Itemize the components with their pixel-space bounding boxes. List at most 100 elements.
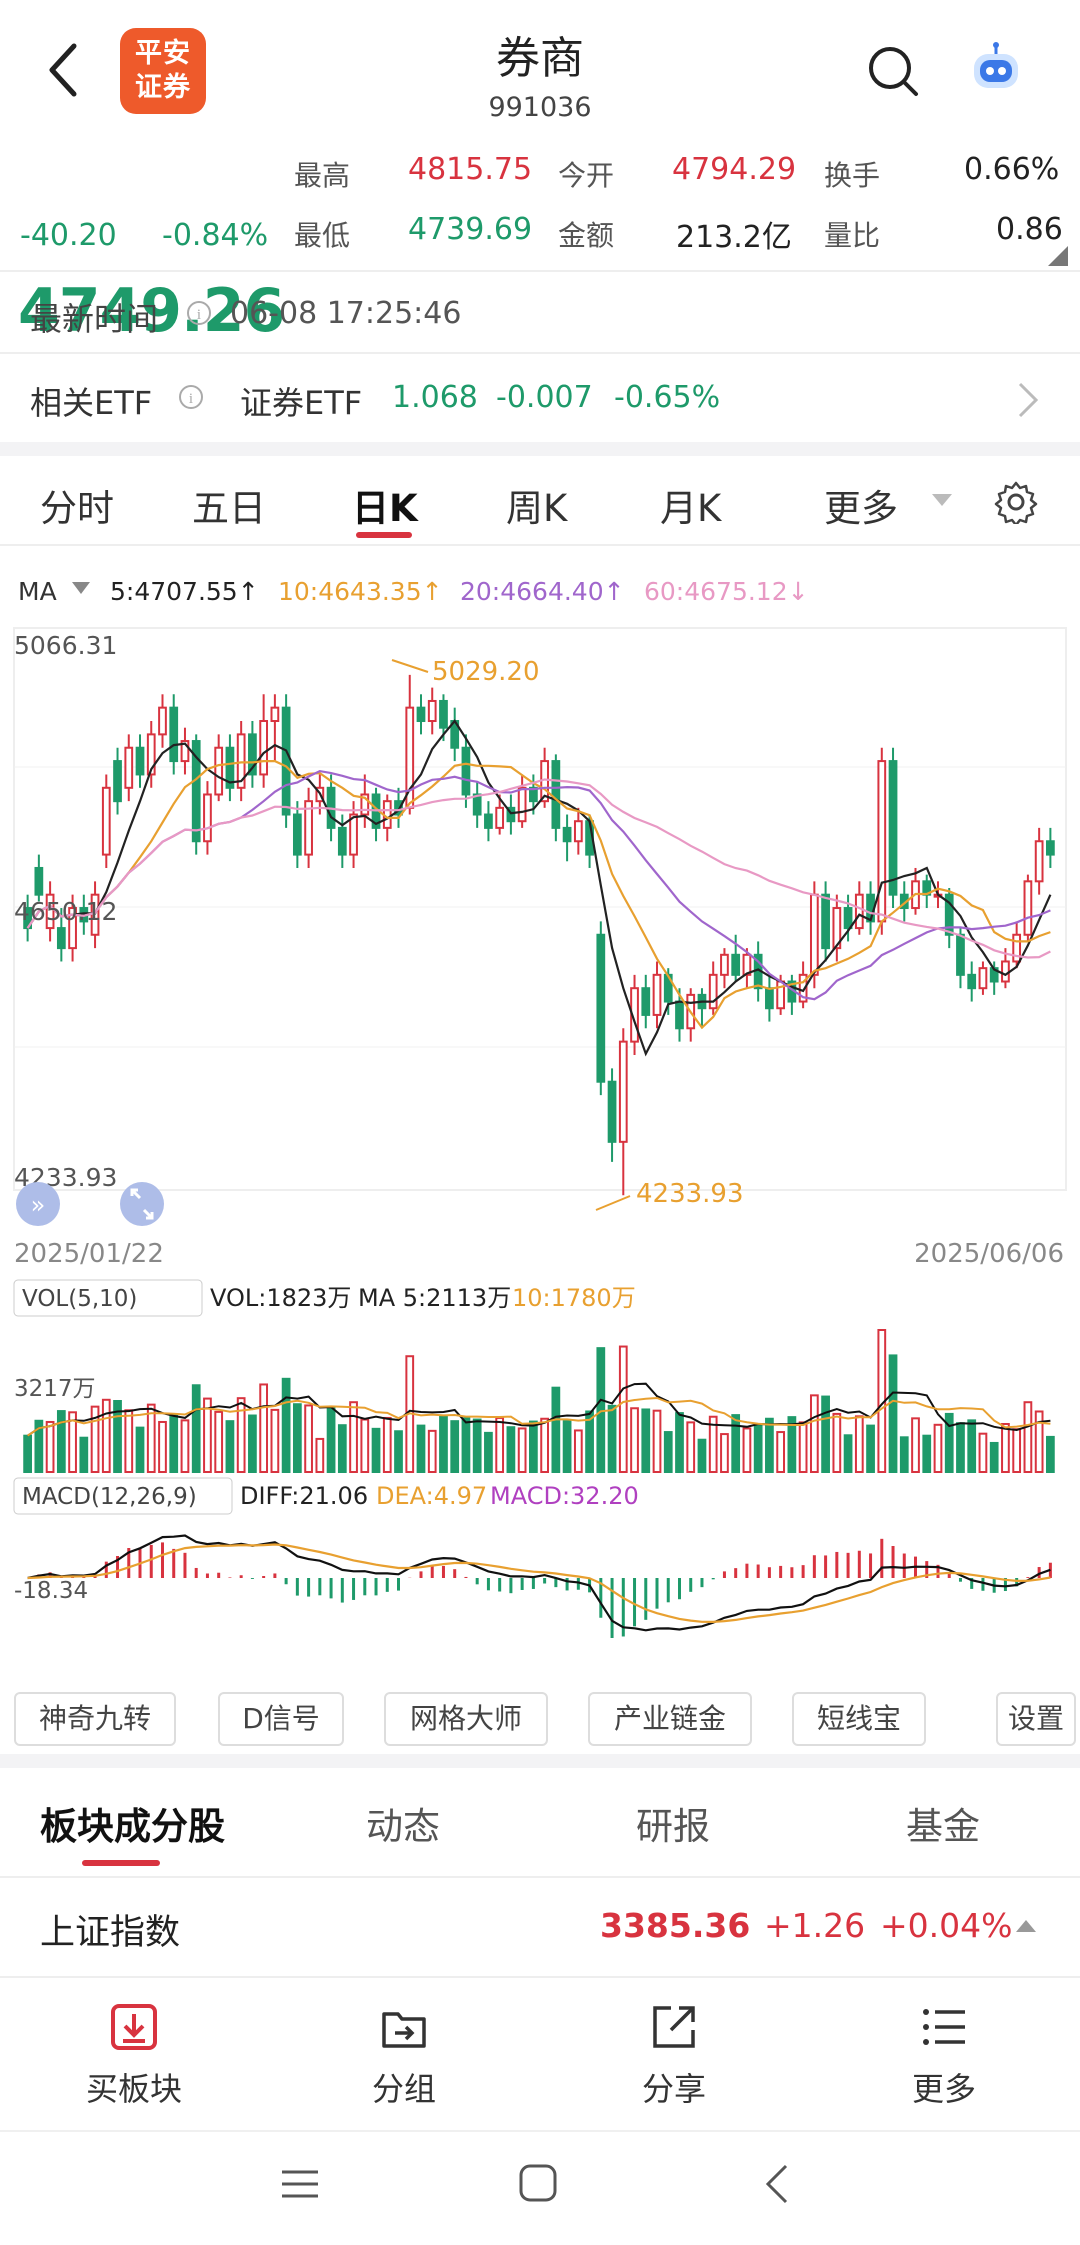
last-price: 4749.26 xyxy=(18,276,285,346)
candle-body xyxy=(225,746,235,789)
volume-bar xyxy=(742,1427,752,1473)
vol-indicator-selector[interactable] xyxy=(13,1279,203,1317)
robot-assistant-icon[interactable] xyxy=(966,40,1026,100)
candle-body xyxy=(1023,880,1033,936)
back-nav-icon[interactable] xyxy=(762,2162,792,2206)
sub-tabs: 板块成分股 动态 研报 基金 xyxy=(0,1768,1080,1878)
candle-body xyxy=(731,953,741,976)
volume-bar xyxy=(416,1424,426,1473)
candle-body xyxy=(708,973,718,1010)
tool-short-term[interactable]: 短线宝 xyxy=(792,1692,926,1746)
low-value: 4739.69 xyxy=(408,212,533,247)
group-label: 分组 xyxy=(371,2070,436,2108)
candle-body xyxy=(270,706,280,723)
candle-body xyxy=(1046,840,1055,856)
subtab-research[interactable]: 研报 xyxy=(636,1805,710,1848)
broker-logo: 平安 证券 xyxy=(120,28,206,114)
volume-bar xyxy=(180,1419,190,1474)
macd-value: MACD:32.20 xyxy=(490,1482,639,1510)
volume-bar xyxy=(517,1427,527,1473)
tab-more[interactable]: 更多 xyxy=(824,487,898,530)
tool-grid-master[interactable]: 网格大师 xyxy=(384,1692,548,1746)
volume-bar xyxy=(776,1431,786,1473)
vol-value: VOL:1823万 xyxy=(210,1284,351,1312)
scroll-left-button[interactable] xyxy=(16,1182,60,1226)
volume-bar xyxy=(854,1415,864,1474)
index-change-pct: +0.04% xyxy=(880,1906,1013,1945)
volume-bar xyxy=(191,1384,201,1474)
index-ticker-row[interactable]: 上证指数 3385.36 +1.26 +0.04% xyxy=(0,1880,1080,1978)
group-button[interactable]: 分组 xyxy=(334,1980,474,2110)
subtab-funds[interactable]: 基金 xyxy=(906,1805,980,1848)
share-button[interactable]: 分享 xyxy=(604,1980,744,2110)
price-change-pct: -0.84% xyxy=(162,218,269,253)
min-price-marker: 4233.93 xyxy=(636,1179,744,1209)
recent-apps-icon[interactable] xyxy=(280,2164,320,2204)
more-label: 更多 xyxy=(911,2070,976,2108)
volume-bar xyxy=(866,1424,875,1473)
candle-body xyxy=(337,826,347,856)
volume-ma10-line xyxy=(27,1396,1051,1437)
tab-weekly-k[interactable]: 周K xyxy=(506,487,568,530)
ma10-legend: 10:4643.35↑ xyxy=(278,577,443,606)
vol-ma5: MA 5:2113万 xyxy=(358,1284,511,1312)
volume-bar xyxy=(225,1420,235,1473)
candle-body xyxy=(56,927,66,950)
candle-body xyxy=(967,973,977,990)
ma-legend-label[interactable]: MA xyxy=(18,577,57,606)
volume-bar xyxy=(899,1436,909,1473)
system-nav-bar xyxy=(0,2130,1080,2245)
home-icon[interactable] xyxy=(518,2162,558,2206)
volume-bar xyxy=(146,1403,156,1474)
tool-d-signal[interactable]: D信号 xyxy=(218,1692,344,1746)
fullscreen-button[interactable] xyxy=(120,1182,164,1226)
section-divider xyxy=(0,442,1080,456)
volume-bar xyxy=(495,1416,505,1474)
volume-bar xyxy=(461,1417,471,1473)
ma-dropdown-icon[interactable] xyxy=(72,582,90,594)
back-chevron-icon[interactable] xyxy=(44,40,84,100)
settings-gear-icon[interactable] xyxy=(994,480,1038,524)
macd-indicator-selector[interactable] xyxy=(13,1477,233,1515)
etf-name: 证券ETF xyxy=(240,384,363,422)
quote-panel: 4749.26 -40.20 -0.84% 最高 4815.75 最低 4739… xyxy=(0,136,1080,346)
volume-bar xyxy=(967,1419,977,1474)
subtab-constituents[interactable]: 板块成分股 xyxy=(40,1805,225,1848)
candle-body xyxy=(427,699,437,723)
tab-daily-k[interactable]: 日K xyxy=(352,487,418,530)
candle-body xyxy=(495,806,505,829)
chevron-right-icon xyxy=(1018,382,1039,418)
volume-bar xyxy=(236,1397,246,1474)
search-icon[interactable] xyxy=(864,42,922,102)
info-icon[interactable]: i xyxy=(186,300,212,326)
expand-corner-icon[interactable] xyxy=(1048,246,1068,266)
candle-body xyxy=(517,786,527,823)
tool-industry-chain[interactable]: 产业链金 xyxy=(588,1692,752,1746)
max-price-marker: 5029.20 xyxy=(432,657,540,687)
volume-bar xyxy=(978,1432,988,1474)
candle-body xyxy=(236,733,246,789)
tool-magic-nine[interactable]: 神奇九转 xyxy=(14,1692,176,1746)
more-button[interactable]: 更多 xyxy=(874,1980,1014,2110)
collapse-arrow-icon[interactable] xyxy=(1016,1920,1036,1934)
dropdown-arrow-icon[interactable] xyxy=(932,494,952,508)
volume-bar xyxy=(933,1423,943,1474)
active-subtab-indicator xyxy=(82,1860,160,1866)
latest-time-value: 06-08 17:25:46 xyxy=(230,296,462,331)
volume-bar xyxy=(686,1421,696,1474)
menu-list-icon xyxy=(923,2009,965,2045)
related-etf-row[interactable]: 相关ETF i 证券ETF 1.068 -0.007 -0.65% xyxy=(0,354,1080,442)
volume-bars xyxy=(23,1329,1055,1474)
kline-chart-svg[interactable]: MA 5:4707.55↑ 10:4643.35↑ 20:4664.40↑ 60… xyxy=(0,546,1080,1696)
kline-chart[interactable]: MA 5:4707.55↑ 10:4643.35↑ 20:4664.40↑ 60… xyxy=(0,546,1080,1696)
candle-body xyxy=(506,806,516,823)
subtab-news[interactable]: 动态 xyxy=(366,1805,440,1848)
volume-bar xyxy=(956,1422,965,1473)
tab-monthly-k[interactable]: 月K xyxy=(660,487,722,530)
buy-block-icon xyxy=(111,2004,157,2050)
tool-settings[interactable]: 设置 xyxy=(996,1692,1076,1746)
tab-five-day[interactable]: 五日 xyxy=(192,487,266,530)
buy-block-button[interactable]: 买板块 xyxy=(64,1980,204,2110)
tab-intraday[interactable]: 分时 xyxy=(40,487,114,530)
info-icon[interactable]: i xyxy=(178,384,204,410)
